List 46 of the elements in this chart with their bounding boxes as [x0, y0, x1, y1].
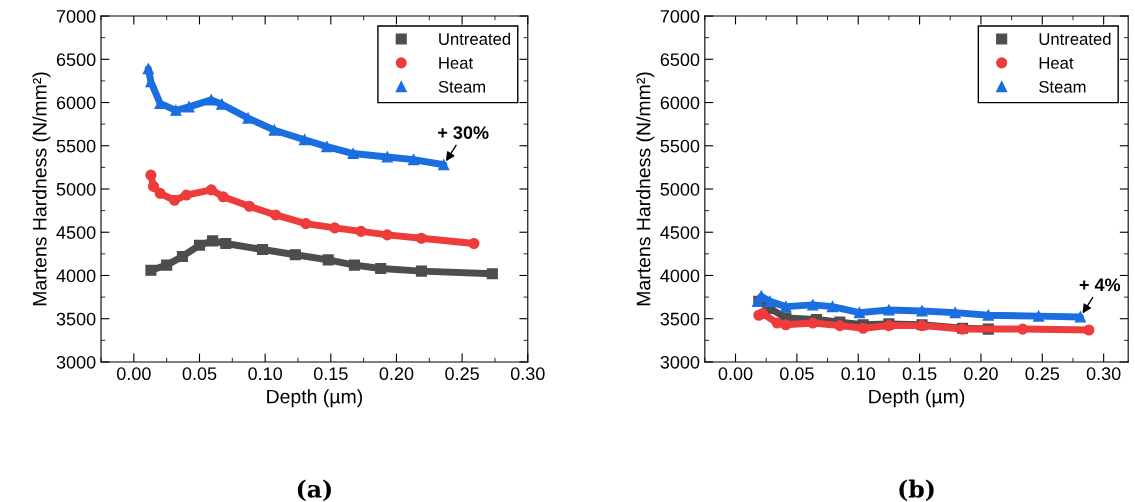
x-tick-label: 0.00 — [116, 367, 151, 381]
x-tick-label: 0.15 — [902, 367, 937, 381]
y-tick-label: 3000 — [660, 355, 700, 369]
x-axis-title: Depth (µm) — [869, 389, 965, 408]
y-tick-label: 6000 — [56, 96, 96, 110]
y-axis-title: Martens Hardness (N/mm²) — [32, 72, 51, 306]
y-tick-label: 5000 — [56, 182, 96, 196]
x-tick-label: 0.10 — [248, 367, 283, 381]
text: (b) — [899, 479, 934, 502]
x-tick-label: 0.25 — [1025, 367, 1060, 381]
y-tick-label: 7000 — [660, 10, 700, 23]
legend-label: Untreated — [1039, 32, 1111, 45]
y-tick-label: 3500 — [56, 312, 96, 326]
legend-label: Heat — [439, 57, 473, 69]
y-tick-label: 3500 — [660, 312, 700, 326]
x-tick-label: 0.10 — [841, 367, 876, 381]
y-tick-label: 6000 — [660, 96, 700, 110]
legend-label: Steam — [438, 80, 485, 93]
y-tick-label: 4000 — [56, 269, 96, 283]
y-axis-title: Martens Hardness (N/mm²) — [636, 72, 655, 306]
y-tick-label: 4500 — [56, 226, 96, 239]
y-tick-label: 6500 — [56, 53, 96, 67]
x-tick-label: 0.20 — [964, 367, 998, 381]
y-tick-label: 5000 — [660, 182, 700, 196]
annotation: + 30% — [438, 126, 489, 140]
y-tick-label: 5500 — [56, 139, 96, 153]
y-tick-label: 7000 — [56, 10, 96, 23]
y-tick-label: 6500 — [660, 53, 700, 67]
y-tick-label: 4500 — [660, 226, 700, 239]
x-axis-title: Depth (µm) — [267, 389, 363, 408]
legend-label: Untreated — [439, 32, 511, 45]
legend-label: Steam — [1039, 80, 1086, 93]
x-tick-label: 0.05 — [780, 367, 814, 381]
x-tick-label: 0.30 — [1086, 367, 1121, 381]
x-tick-label: 0.05 — [182, 367, 217, 381]
text: (a) — [297, 479, 331, 502]
legend-label: Heat — [1039, 57, 1074, 69]
y-tick-label: 5500 — [660, 139, 700, 153]
y-tick-label: 4000 — [660, 269, 700, 283]
annotation: + 4% — [1079, 278, 1121, 292]
x-tick-label: 0.30 — [510, 367, 545, 381]
y-tick-label: 3000 — [56, 355, 96, 369]
x-tick-label: 0.00 — [718, 367, 753, 381]
x-tick-label: 0.15 — [313, 367, 348, 381]
x-tick-label: 0.25 — [445, 367, 479, 381]
x-tick-label: 0.20 — [379, 367, 414, 381]
